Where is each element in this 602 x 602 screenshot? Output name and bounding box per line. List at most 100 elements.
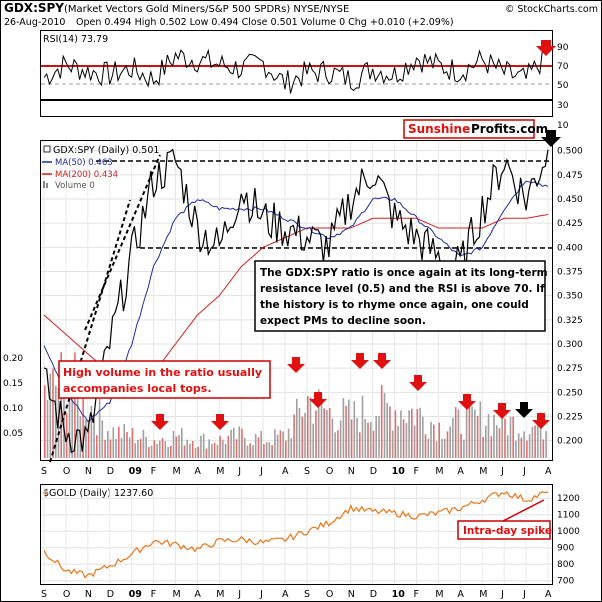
volume-bar bbox=[361, 395, 364, 458]
volume-ticks: 0.20 0.15 0.10 0.05 bbox=[3, 354, 23, 439]
rsi-ticks: 90 70 50 30 10 bbox=[557, 43, 569, 131]
volume-bar bbox=[76, 379, 79, 458]
x-tick-label: A bbox=[545, 589, 552, 600]
volume-arrow bbox=[309, 392, 327, 408]
x-tick-label: S bbox=[41, 466, 47, 477]
volume-bar bbox=[167, 447, 169, 458]
brand-sunshine: Sunshine bbox=[408, 122, 470, 136]
volume-bar bbox=[208, 439, 210, 458]
volume-bar bbox=[118, 426, 120, 458]
volume-bar bbox=[120, 438, 123, 458]
volume-bar bbox=[506, 435, 509, 458]
volume-bar bbox=[408, 410, 410, 458]
volume-bar bbox=[465, 408, 468, 458]
price-ticks: 0.500 0.475 0.450 0.425 0.400 0.375 0.350 0.325… bbox=[557, 147, 583, 447]
x-tick-label: N bbox=[85, 589, 92, 600]
volume-bar bbox=[293, 414, 295, 458]
x-tick-label: S bbox=[304, 466, 310, 477]
volume-bar bbox=[274, 429, 276, 458]
x-tick-label: M bbox=[479, 466, 487, 477]
x-tick-label: A bbox=[457, 466, 464, 477]
volume-bar bbox=[386, 402, 388, 458]
volume-bar bbox=[49, 373, 52, 458]
volume-bar bbox=[244, 438, 246, 458]
volume-bar bbox=[490, 436, 493, 458]
volume-bar bbox=[411, 408, 413, 458]
rsi-tick-label: 10 bbox=[557, 121, 569, 131]
volume-bar bbox=[493, 414, 495, 458]
volume-bar bbox=[400, 410, 402, 458]
spike-pointer bbox=[502, 499, 545, 522]
volume-bar bbox=[427, 438, 430, 458]
legend-swatch-price bbox=[43, 145, 51, 153]
volume-bars bbox=[44, 352, 547, 458]
x-tick-label: 10 bbox=[392, 589, 406, 600]
x-tick-label: M bbox=[216, 466, 224, 477]
volume-arrow bbox=[515, 402, 533, 418]
volume-bar bbox=[307, 396, 309, 458]
volume-bar bbox=[356, 417, 358, 458]
volume-tick-label: 0.10 bbox=[3, 404, 23, 414]
volume-bar bbox=[378, 416, 380, 458]
volume-bar bbox=[441, 438, 443, 458]
volume-bar bbox=[109, 439, 112, 458]
x-tick-label: J bbox=[522, 589, 526, 600]
chart-description: (Market Vectors Gold Miners/S&P 500 SPDR… bbox=[64, 4, 349, 15]
resistance-note-line: expect PMs to decline soon. bbox=[260, 315, 426, 327]
volume-bar bbox=[542, 439, 545, 458]
x-tick-label: J bbox=[237, 466, 241, 477]
x-tick-label: D bbox=[107, 466, 114, 477]
volume-bar bbox=[194, 448, 197, 458]
volume-bar bbox=[312, 423, 314, 458]
volume-bar bbox=[479, 401, 482, 458]
x-tick-label: A bbox=[545, 466, 552, 477]
volume-bar bbox=[457, 409, 460, 458]
volume-bar bbox=[452, 417, 454, 458]
volume-bar bbox=[454, 407, 457, 458]
volume-bar bbox=[515, 440, 517, 458]
watermark: © StockCharts.com bbox=[505, 4, 598, 15]
volume-bar bbox=[219, 435, 221, 458]
price-legend: GDX:SPY (Daily) 0.501 MA(50) 0.463 MA(20… bbox=[42, 145, 159, 191]
x-tick-label: 10 bbox=[392, 466, 406, 477]
volume-arrow bbox=[373, 353, 391, 369]
volume-note-box bbox=[58, 360, 271, 399]
volume-arrow bbox=[287, 357, 305, 373]
volume-bar bbox=[172, 430, 175, 458]
gold-tick-label: 1200 bbox=[557, 494, 580, 504]
volume-bar bbox=[156, 444, 158, 458]
volume-bar bbox=[233, 427, 235, 458]
volume-bar bbox=[271, 445, 273, 458]
volume-bar bbox=[71, 386, 73, 458]
legend-ma50: MA(50) 0.463 bbox=[55, 158, 113, 168]
volume-bar bbox=[90, 406, 93, 458]
volume-bar bbox=[150, 445, 153, 458]
price-tick-label: 0.400 bbox=[557, 243, 583, 253]
volume-bar bbox=[52, 368, 54, 458]
x-axis-top: S O N D 09 F M A M J J A S O N D 10 F M A M J J A bbox=[41, 466, 552, 477]
volume-bar bbox=[501, 405, 503, 458]
volume-bar bbox=[328, 408, 331, 458]
price-tick-label: 0.250 bbox=[557, 388, 583, 398]
rsi-tick-label: 30 bbox=[557, 101, 569, 111]
price-tick-label: 0.475 bbox=[557, 171, 583, 181]
resistance-note-line: The GDX:SPY ratio is once again at its l… bbox=[260, 267, 548, 279]
x-tick-label: D bbox=[370, 589, 377, 600]
volume-bar bbox=[148, 446, 150, 458]
gold-tick-label: 700 bbox=[557, 577, 574, 587]
brand-profits: Profits.com bbox=[471, 122, 548, 136]
x-tick-label: M bbox=[172, 466, 180, 477]
gold-title: $GOLD (Daily) 1237.60 bbox=[43, 488, 153, 499]
volume-bar bbox=[282, 431, 284, 458]
x-tick-label: N bbox=[85, 466, 92, 477]
volume-bar bbox=[474, 409, 476, 458]
volume-bar bbox=[359, 432, 361, 458]
x-tick-label: O bbox=[63, 589, 70, 600]
x-tick-label: J bbox=[500, 589, 504, 600]
x-tick-label: A bbox=[194, 466, 201, 477]
volume-bar bbox=[317, 389, 320, 458]
volume-bar bbox=[126, 432, 128, 458]
volume-bar bbox=[528, 434, 531, 458]
volume-bar bbox=[252, 445, 254, 458]
